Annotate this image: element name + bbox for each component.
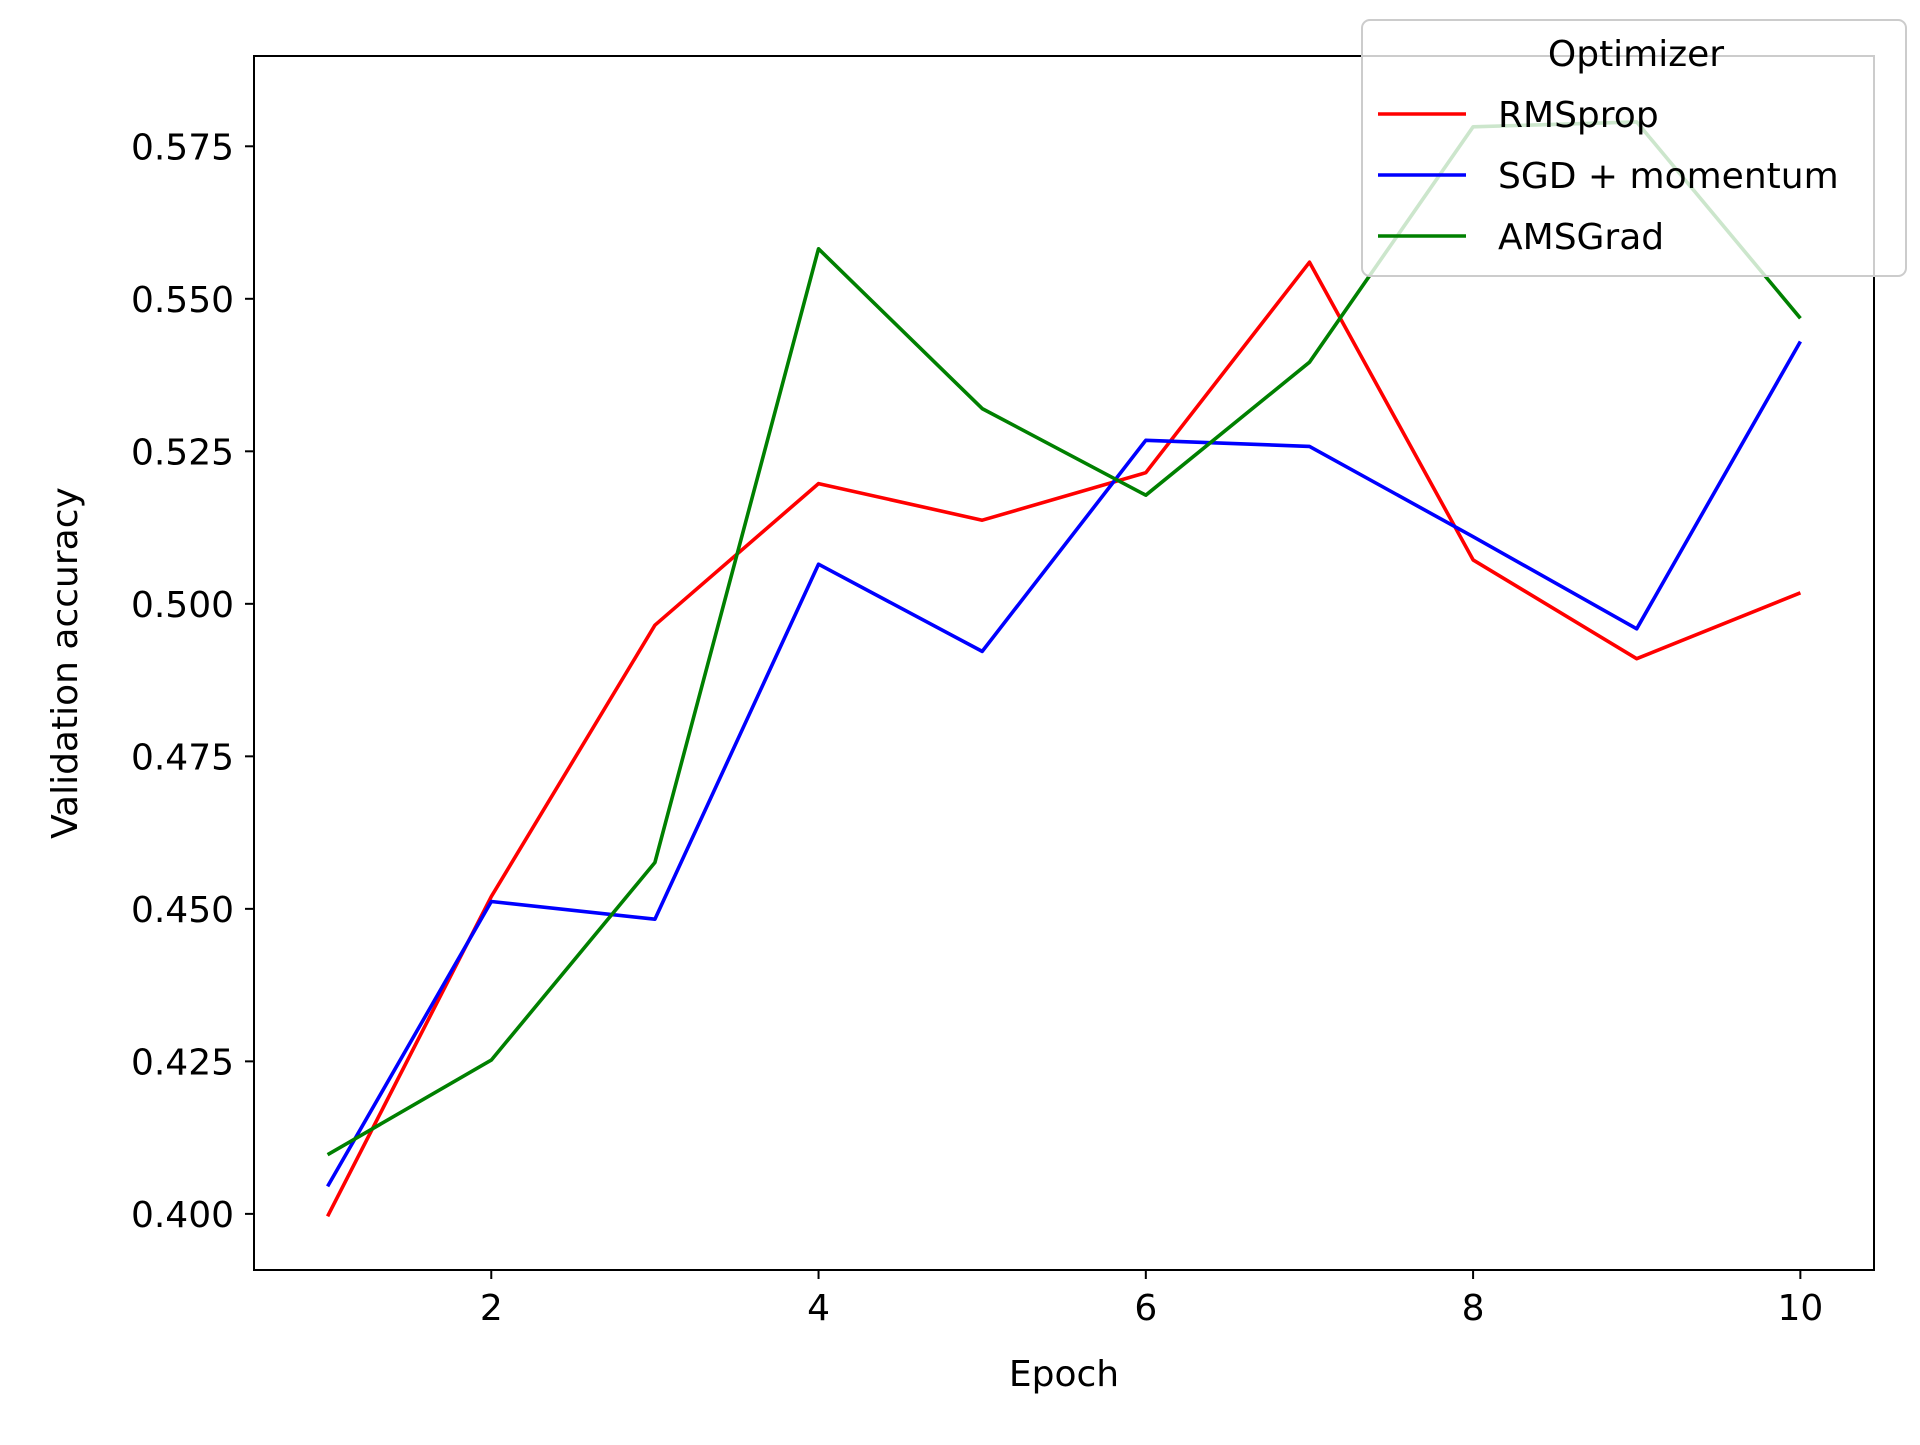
- y-tick-label: 0.500: [131, 585, 234, 626]
- y-axis-title: Validation accuracy: [45, 487, 86, 839]
- series-line-1: [325, 260, 1802, 1218]
- x-tick-label: 10: [1777, 1288, 1823, 1329]
- x-tick-label: 2: [480, 1288, 503, 1329]
- y-tick-label: 0.475: [131, 737, 234, 778]
- legend-label: SGD + momentum: [1498, 156, 1839, 197]
- y-tick-label: 0.450: [131, 890, 234, 931]
- y-tick-label: 0.525: [131, 432, 234, 473]
- y-tick-label: 0.550: [131, 280, 234, 321]
- legend-title: Optimizer: [1548, 34, 1724, 75]
- legend-box: [1361, 19, 1907, 277]
- axes-frame: [253, 55, 1875, 1271]
- x-axis-title: Epoch: [1009, 1354, 1119, 1395]
- x-tick-label: 8: [1462, 1288, 1485, 1329]
- y-tick-label: 0.575: [131, 127, 234, 168]
- y-tick-label: 0.400: [131, 1195, 234, 1236]
- x-tick-label: 6: [1134, 1288, 1157, 1329]
- series-line-2: [326, 340, 1802, 1188]
- legend-label: AMSGrad: [1498, 217, 1664, 258]
- axes: 2 4 6 8 10 0.400 0.425 0.450 0.475 0.500 0.525 0.55…: [131, 55, 1875, 1329]
- legend-label: RMSprop: [1498, 95, 1659, 136]
- y-tick-label: 0.425: [131, 1042, 234, 1083]
- x-tick-label: 4: [807, 1288, 830, 1329]
- legend: Optimizer RMSprop SGD + momentum AMSGrad: [1361, 19, 1907, 277]
